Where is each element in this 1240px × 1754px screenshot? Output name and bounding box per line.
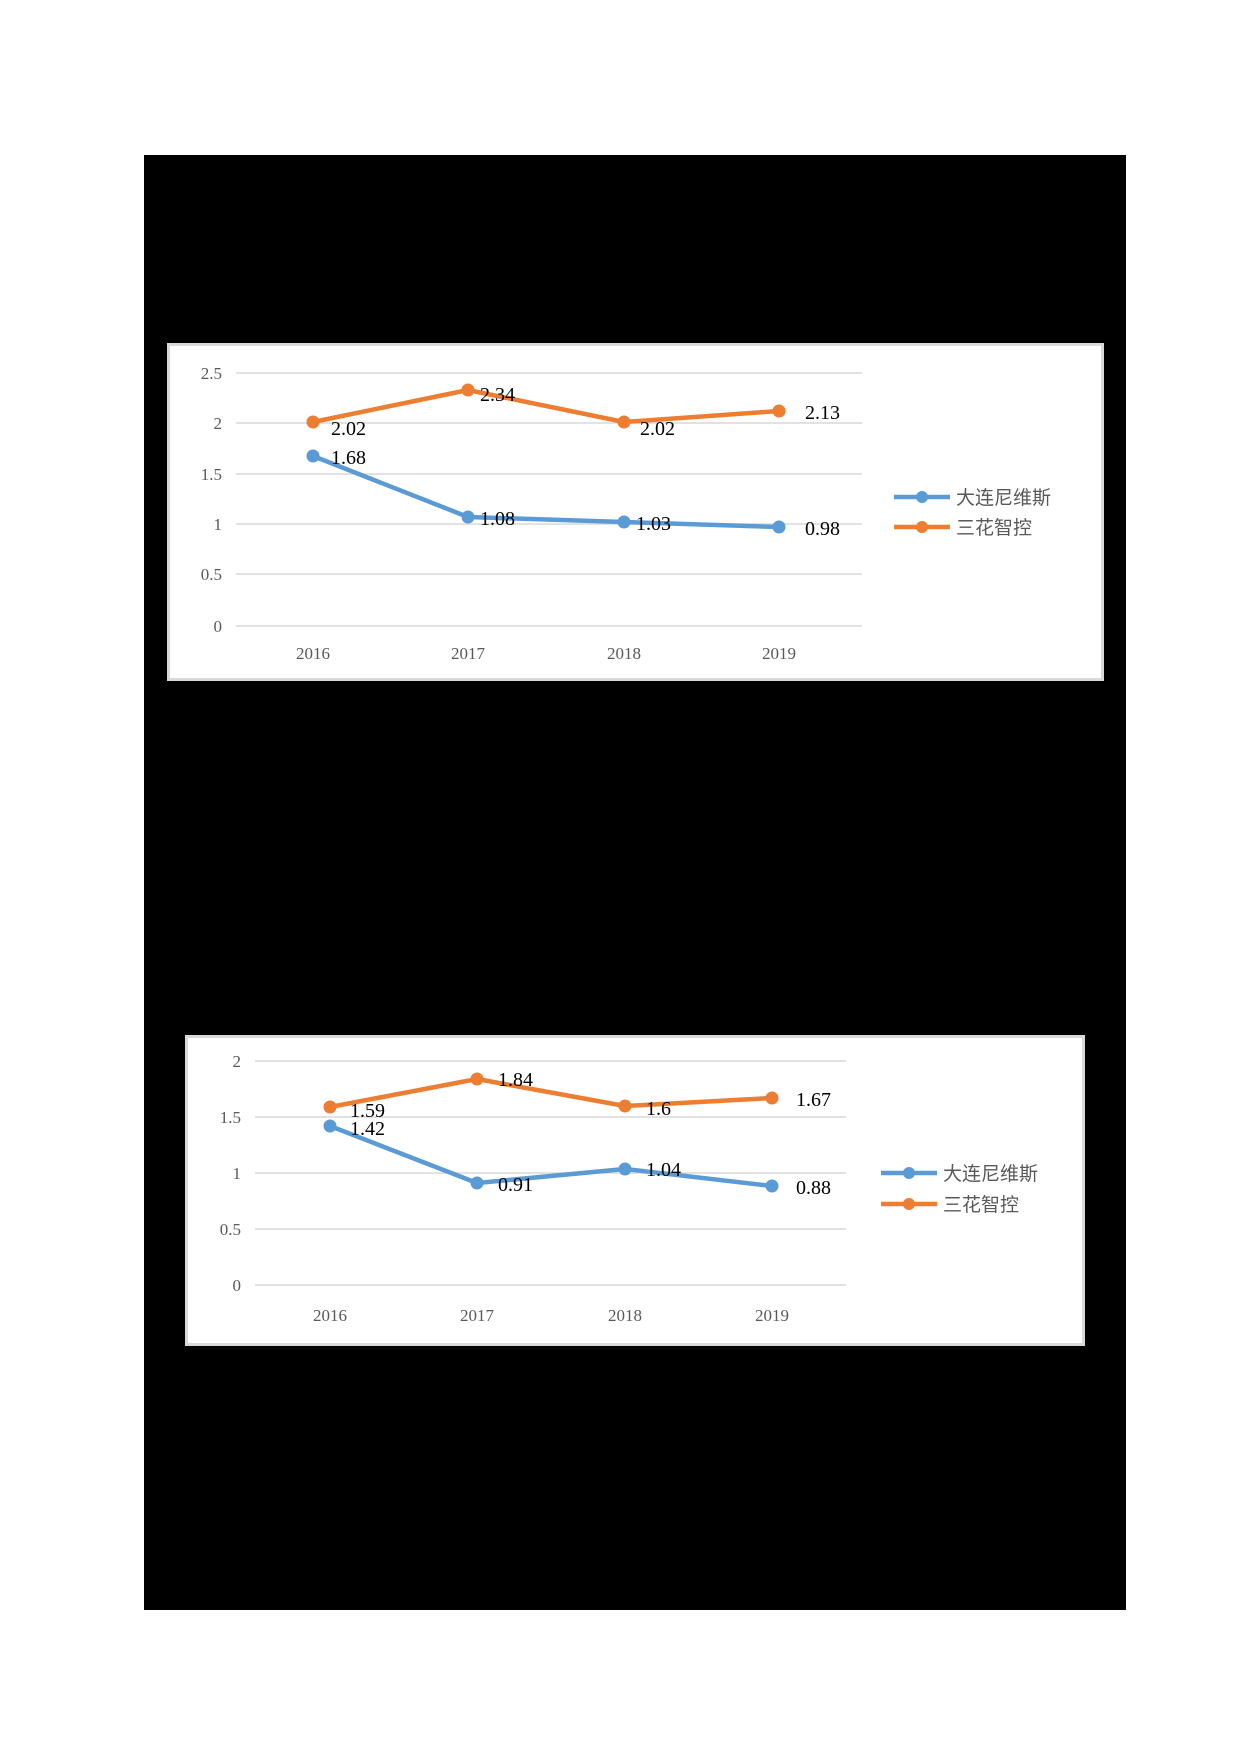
- y-tick: 0: [214, 617, 223, 636]
- chart-1-current-ratio: 0 0.5 1 1.5 2 2.5 2016 2017 2018 2019 2.…: [167, 343, 1104, 681]
- data-point: [470, 1072, 484, 1086]
- data-point: [618, 1099, 632, 1113]
- data-point: [306, 415, 320, 429]
- x-tick: 2018: [607, 644, 641, 663]
- y-tick: 2: [214, 414, 223, 433]
- data-label: 1.68: [331, 447, 366, 469]
- chart-2-svg: 0 0.5 1 1.5 2 2016 2017 2018 2019 1.59 1…: [220, 1052, 1038, 1325]
- data-point: [470, 1176, 484, 1190]
- data-label: 1.67: [796, 1089, 831, 1111]
- chart-2-legend: 大连尼维斯 三花智控: [881, 1163, 1038, 1216]
- data-label: 0.88: [796, 1177, 831, 1199]
- chart-2-series-dalian: 1.42 0.91 1.04 0.88: [323, 1118, 831, 1199]
- chart-2-y-axis-ticks: 0 0.5 1 1.5 2: [220, 1052, 241, 1295]
- chart-2-series-sanhua: 1.59 1.84 1.6 1.67: [323, 1069, 831, 1122]
- y-tick: 1.5: [220, 1108, 241, 1127]
- chart-1-x-axis-ticks: 2016 2017 2018 2019: [296, 644, 796, 663]
- y-tick: 2: [233, 1052, 242, 1071]
- legend-marker-icon: [903, 1167, 915, 1179]
- x-tick: 2017: [451, 644, 486, 663]
- data-label: 1.03: [636, 513, 671, 535]
- y-tick: 1: [233, 1164, 242, 1183]
- chart-2-x-axis-ticks: 2016 2017 2018 2019: [313, 1306, 789, 1325]
- legend-label: 三花智控: [943, 1194, 1019, 1216]
- y-tick: 2.5: [201, 364, 222, 383]
- chart-2-quick-ratio: 0 0.5 1 1.5 2 2016 2017 2018 2019 1.59 1…: [185, 1035, 1085, 1346]
- data-label: 0.91: [498, 1174, 533, 1196]
- legend-label: 三花智控: [956, 517, 1032, 539]
- legend-marker-icon: [903, 1198, 915, 1210]
- data-label: 2.34: [480, 384, 515, 406]
- chart-2-gridlines: [255, 1060, 846, 1286]
- legend-marker-icon: [916, 521, 928, 533]
- chart-1-svg: 0 0.5 1 1.5 2 2.5 2016 2017 2018 2019 2.…: [201, 364, 1051, 663]
- data-point: [618, 1162, 632, 1176]
- data-point: [772, 520, 786, 534]
- x-tick: 2016: [296, 644, 330, 663]
- data-label: 2.02: [331, 418, 366, 440]
- y-tick: 1: [214, 515, 223, 534]
- data-point: [617, 515, 631, 529]
- data-point: [323, 1119, 337, 1133]
- y-tick: 0.5: [201, 565, 222, 584]
- legend-marker-icon: [916, 491, 928, 503]
- data-label: 0.98: [805, 518, 840, 540]
- data-label: 1.84: [498, 1069, 533, 1091]
- data-label: 1.6: [646, 1098, 671, 1120]
- data-point: [765, 1179, 779, 1193]
- x-tick: 2019: [755, 1306, 789, 1325]
- y-tick: 0.5: [220, 1220, 241, 1239]
- legend-label: 大连尼维斯: [956, 487, 1051, 509]
- data-label: 1.42: [350, 1118, 385, 1140]
- x-tick: 2018: [608, 1306, 642, 1325]
- chart-1-legend: 大连尼维斯 三花智控: [894, 487, 1051, 539]
- data-point: [765, 1091, 779, 1105]
- data-point: [772, 404, 786, 418]
- data-point: [306, 449, 320, 463]
- chart-1-series-sanhua: 2.02 2.34 2.02 2.13: [306, 383, 840, 440]
- data-point: [461, 383, 475, 397]
- x-tick: 2017: [460, 1306, 495, 1325]
- data-label: 2.02: [640, 418, 675, 440]
- y-tick: 1.5: [201, 465, 222, 484]
- x-tick: 2016: [313, 1306, 347, 1325]
- data-label: 2.13: [805, 402, 840, 424]
- data-label: 1.08: [480, 508, 515, 530]
- y-tick: 0: [233, 1276, 242, 1295]
- chart-1-y-axis-ticks: 0 0.5 1 1.5 2 2.5: [201, 364, 222, 636]
- x-tick: 2019: [762, 644, 796, 663]
- data-point: [461, 510, 475, 524]
- chart-1-series-dalian: 1.68 1.08 1.03 0.98: [306, 447, 840, 540]
- data-label: 1.04: [646, 1159, 681, 1181]
- data-point: [323, 1100, 337, 1114]
- chart-1-gridlines: [236, 372, 862, 627]
- legend-label: 大连尼维斯: [943, 1163, 1038, 1185]
- data-point: [617, 415, 631, 429]
- data-label: 1.59: [350, 1100, 385, 1122]
